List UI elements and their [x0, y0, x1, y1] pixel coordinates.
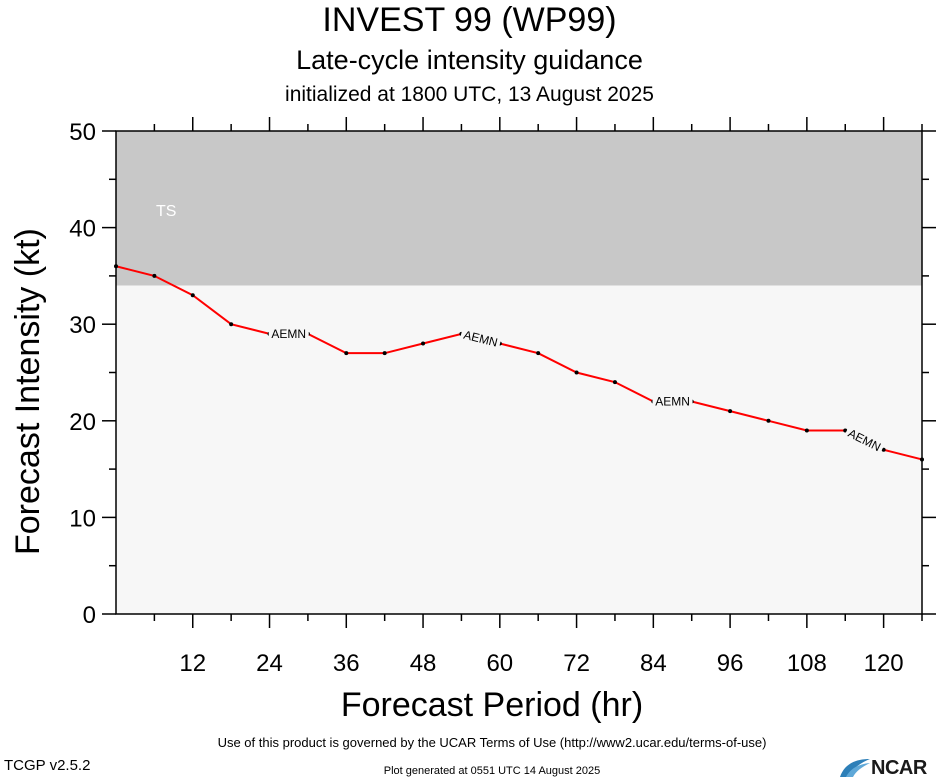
series-label-background — [459, 327, 502, 351]
y-tick-label: 50 — [69, 119, 96, 146]
intensity-band-below-ts — [116, 285, 922, 614]
data-point — [612, 380, 617, 385]
x-tick-label: 96 — [717, 650, 744, 677]
x-tick-label: 84 — [640, 650, 667, 677]
series-line-aemn — [115, 265, 923, 461]
data-point — [536, 351, 541, 356]
data-point — [190, 293, 195, 298]
data-point — [843, 428, 848, 433]
intensity-band-ts — [116, 131, 922, 286]
plot-frame — [115, 130, 923, 615]
x-axis-label: Forecast Period (hr) — [340, 686, 644, 724]
ncar-logo-text: NCAR — [871, 757, 927, 779]
y-tick-label: 20 — [69, 409, 96, 436]
ncar-logo: NCAR — [838, 757, 936, 779]
version-label: TCGP v2.5.2 — [4, 757, 91, 774]
x-tick-label: 108 — [787, 650, 827, 677]
series-label-background — [268, 326, 309, 341]
plot-generated-time: Plot generated at 0551 UTC 14 August 202… — [383, 765, 601, 777]
series-label: AEMN — [271, 327, 306, 341]
data-point — [229, 322, 234, 327]
x-tick-label: 48 — [410, 650, 437, 677]
x-tick-label: 24 — [256, 650, 283, 677]
y-tick-label: 0 — [83, 602, 96, 629]
x-tick-label: 120 — [864, 650, 904, 677]
y-tick-label: 10 — [69, 505, 96, 532]
y-tick-label: 30 — [69, 312, 96, 339]
data-point — [804, 428, 809, 433]
data-point — [382, 351, 387, 356]
ncar-globe-icon — [840, 759, 870, 777]
band-label-ts: TS — [156, 203, 176, 220]
data-point — [766, 418, 771, 423]
data-point — [152, 273, 157, 278]
chart-subtitle: Late-cycle intensity guidance — [296, 45, 643, 75]
initialization-time: initialized at 1800 UTC, 13 August 2025 — [285, 83, 654, 106]
y-tick-label: 40 — [69, 216, 96, 243]
data-point — [728, 409, 733, 414]
data-point — [344, 351, 349, 356]
chart-title: INVEST 99 (WP99) — [322, 1, 617, 39]
series-label-background — [843, 424, 886, 456]
terms-of-use-notice: Use of this product is governed by the U… — [217, 735, 767, 750]
data-point — [421, 341, 426, 346]
series-label: AEMN — [655, 394, 690, 408]
series-label-background — [652, 394, 693, 409]
x-tick-label: 12 — [179, 650, 206, 677]
x-tick-label: 60 — [486, 650, 513, 677]
y-axis-label: Forecast Intensity (kt) — [9, 228, 47, 555]
data-point — [881, 447, 886, 452]
data-point — [574, 370, 579, 375]
x-tick-label: 72 — [563, 650, 590, 677]
x-tick-label: 36 — [333, 650, 360, 677]
